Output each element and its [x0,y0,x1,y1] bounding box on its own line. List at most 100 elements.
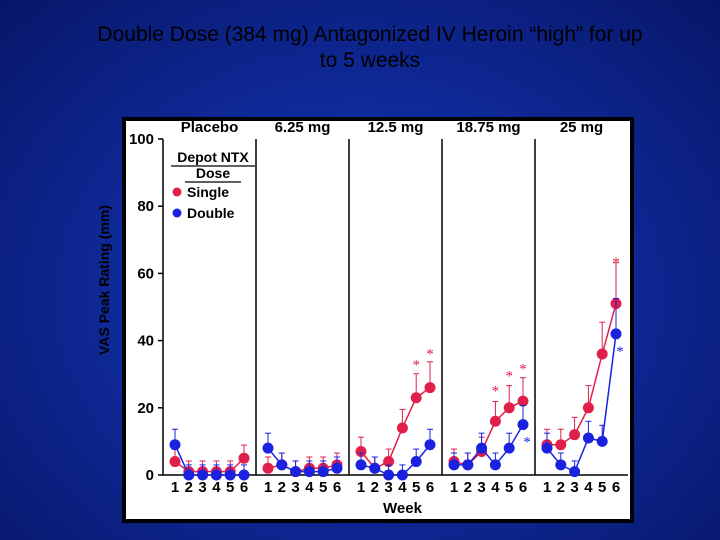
double-data-point [489,459,501,471]
single-data-point [503,402,515,414]
double-data-point [596,435,608,447]
panel-title-4: 25 mg [560,119,603,136]
single-data-point [262,462,274,474]
double-data-point [541,442,553,454]
double-data-point [569,466,581,478]
x-tick-label: 1 [264,479,272,496]
double-data-point [503,442,515,454]
x-tick-label: 6 [333,479,341,496]
double-data-point [383,469,395,481]
single-data-point [555,439,567,451]
slide-title: Double Dose (384 mg) Antagonized IV Hero… [20,22,720,74]
x-tick-label: 3 [477,479,485,496]
single-significance-star: * [412,358,420,374]
single-significance-star: * [612,255,620,271]
double-data-point [355,459,367,471]
panel-title-1: 6.25 mg [275,119,331,136]
double-data-point [396,469,408,481]
x-tick-label: 2 [464,479,472,496]
single-data-point [238,452,250,464]
x-tick-label: 4 [305,479,314,496]
single-data-point [569,429,581,441]
single-significance-star: * [519,361,527,377]
panel-title-2: 12.5 mg [368,119,424,136]
panel-title-3: 18.75 mg [456,119,520,136]
x-tick-label: 4 [398,479,407,496]
double-data-point [317,466,329,478]
slide-title-line-1: Double Dose (384 mg) Antagonized IV Hero… [97,23,643,46]
double-data-point [369,462,381,474]
single-data-point [396,422,408,434]
x-tick-label: 5 [319,479,327,496]
x-tick-label: 3 [384,479,392,496]
x-tick-label: 2 [371,479,379,496]
x-tick-label: 6 [612,479,620,496]
slide-title-line-2: to 5 weeks [319,49,421,72]
double-data-point [582,432,594,444]
double-data-point [238,469,250,481]
x-tick-label: 1 [543,479,551,496]
x-tick-label: 5 [226,479,234,496]
double-data-point [476,442,488,454]
x-tick-label: 4 [212,479,221,496]
double-significance-star: * [523,435,531,451]
double-data-point [210,469,222,481]
single-data-point [169,456,181,468]
x-tick-label: 2 [557,479,565,496]
x-tick-label: 2 [185,479,193,496]
y-tick-label: 80 [137,198,154,215]
legend-marker-single [172,187,182,197]
x-tick-label: 5 [412,479,420,496]
x-tick-label: 1 [171,479,179,496]
legend-entry-single: Single [187,184,229,200]
double-data-point [262,442,274,454]
double-data-point [448,459,460,471]
x-tick-label: 3 [291,479,299,496]
x-tick-label: 6 [426,479,434,496]
single-significance-star: * [426,347,434,363]
double-data-point [183,469,195,481]
x-tick-label: 6 [519,479,527,496]
legend-title-line-2: Dose [196,165,230,181]
double-data-point [197,469,209,481]
legend-entry-double: Double [187,205,235,221]
x-tick-label: 3 [198,479,206,496]
double-data-point [169,439,181,451]
y-tick-label: 60 [137,265,154,282]
double-data-point [331,462,343,474]
double-significance-star: * [616,344,624,360]
single-significance-star: * [492,383,500,399]
panel-title-0: Placebo [181,119,239,136]
double-data-point [224,469,236,481]
y-tick-label: 40 [137,333,154,350]
legend-title-line-1: Depot NTX [177,149,249,165]
x-axis-label: Week [383,500,423,517]
double-data-point [276,459,288,471]
double-data-point [303,466,315,478]
x-tick-label: 3 [570,479,578,496]
double-data-point [410,456,422,468]
single-data-point [582,402,594,414]
single-significance-star: * [505,369,513,385]
single-data-point [383,456,395,468]
single-data-point [424,382,436,394]
double-data-point [555,459,567,471]
single-data-point [410,392,422,404]
x-tick-label: 4 [491,479,500,496]
double-data-point [517,419,529,431]
double-data-point [424,439,436,451]
x-tick-label: 1 [357,479,365,496]
x-tick-label: 2 [278,479,286,496]
double-data-point [462,459,474,471]
y-tick-label: 100 [129,131,154,148]
y-tick-label: 0 [146,467,154,484]
x-tick-label: 5 [505,479,513,496]
single-data-point [596,348,608,360]
x-tick-label: 1 [450,479,458,496]
single-data-point [517,395,529,407]
y-tick-label: 20 [137,400,154,417]
x-tick-label: 5 [598,479,606,496]
single-data-point [489,415,501,427]
double-data-point [290,466,302,478]
